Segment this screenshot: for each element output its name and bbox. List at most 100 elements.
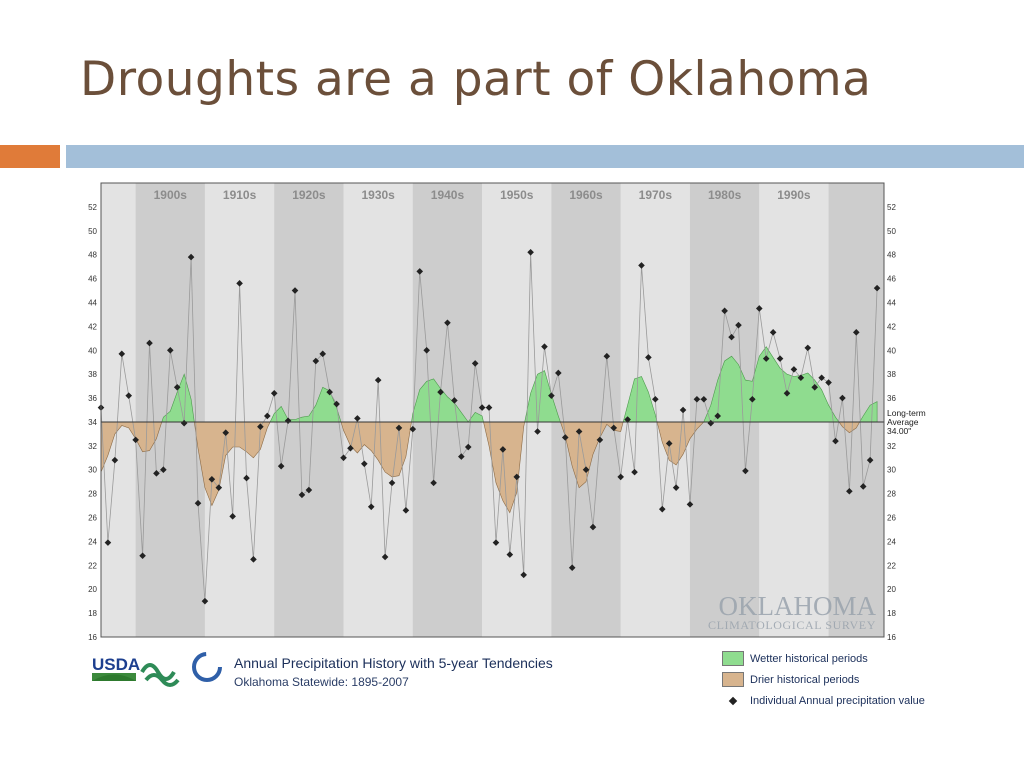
decade-label: 1940s: [431, 188, 465, 202]
annual-point: [797, 374, 805, 382]
y-tick-label-right: 22: [887, 561, 896, 570]
axes: 16 16 18 18 20 20 22 22 24 24 26 26 28 28 30 30 32 32 34 36…: [88, 182, 896, 642]
y-tick-label-right: 24: [887, 537, 896, 546]
dry-period-area: [193, 421, 271, 507]
legend: Wetter historical periods Drier historic…: [722, 648, 925, 711]
annual-point: [506, 551, 514, 558]
annual-point: [333, 400, 340, 408]
ocs-logo: OKLAHOMA CLIMATOLOGICAL SURVEY: [708, 591, 876, 632]
dry-swatch: [722, 672, 744, 687]
annual-point: [783, 389, 791, 397]
annual-point: [430, 479, 437, 487]
annual-point: [499, 446, 507, 453]
y-tick-label-right: 42: [887, 322, 896, 331]
annual-point: [728, 333, 735, 341]
y-tick-label-right: 44: [887, 298, 896, 307]
y-tick-label-left: 18: [88, 609, 97, 618]
y-tick-label-right: 38: [887, 370, 896, 379]
y-tick-label-right: 50: [887, 227, 896, 236]
annual-point: [451, 397, 458, 404]
y-tick-label-right: 36: [887, 394, 896, 403]
annual-point: [215, 484, 223, 491]
annual-point: [603, 352, 611, 360]
baseline-label-line2: Average: [887, 417, 919, 427]
annual-point: [852, 329, 860, 336]
y-tick-label-left: 48: [88, 251, 97, 260]
annual-point: [284, 417, 292, 425]
y-tick-label-left: 20: [88, 585, 97, 594]
annual-point: [125, 392, 133, 399]
annual-point: [485, 404, 493, 411]
annual-point: [243, 474, 250, 482]
annual-point: [645, 354, 652, 361]
ocs-logo-subtitle: CLIMATOLOGICAL SURVEY: [708, 618, 876, 632]
annual-point: [409, 425, 417, 433]
y-tick-label-left: 34: [88, 418, 97, 427]
annual-point: [236, 280, 243, 287]
decade-label: 1900s: [154, 188, 188, 202]
y-tick-label-right: 30: [887, 466, 896, 475]
y-tick-label-left: 42: [88, 322, 97, 331]
legend-item-wet: Wetter historical periods: [722, 648, 925, 669]
annual-point: [762, 355, 770, 362]
annual-point: [652, 395, 659, 403]
annual-point: [610, 424, 618, 432]
annual-point: [832, 437, 839, 445]
annual-point: [395, 424, 403, 432]
annual-point: [291, 287, 299, 294]
annual-point: [714, 412, 721, 420]
y-tick-label-left: 46: [88, 275, 97, 284]
wet-period-area: [524, 370, 561, 423]
annual-point: [520, 571, 527, 579]
annual-point: [658, 505, 666, 513]
decade-label: 1950s: [500, 188, 534, 202]
annual-point: [859, 483, 867, 490]
annual-point: [423, 346, 430, 354]
annual-point: [541, 343, 548, 350]
decade-label: 1910s: [223, 188, 257, 202]
wet-period-area: [269, 386, 342, 423]
wet-swatch: [722, 651, 744, 666]
annual-point: [229, 513, 236, 520]
baseline-label-value: 34.00": [887, 426, 911, 436]
annual-point: [305, 486, 313, 494]
annual-point: [790, 366, 798, 373]
decade-label: 1980s: [708, 188, 742, 202]
chart-title: Annual Precipitation History with 5-year…: [234, 655, 553, 671]
annual-point: [277, 462, 285, 470]
annual-point: [381, 553, 389, 561]
annual-point: [513, 473, 521, 481]
annual-point: [811, 384, 819, 391]
usda-logo: USDA: [92, 655, 140, 681]
annual-point: [742, 467, 749, 475]
annual-point: [631, 468, 638, 476]
annual-point: [361, 460, 368, 468]
annual-point: [194, 499, 202, 507]
annual-point: [367, 503, 375, 511]
annual-point: [679, 406, 687, 414]
y-tick-label-right: 32: [887, 442, 896, 451]
annual-point: [582, 466, 590, 474]
annual-point: [319, 350, 327, 358]
y-tick-label-right: 20: [887, 585, 896, 594]
annual-point: [575, 428, 583, 435]
y-tick-label-left: 52: [88, 203, 97, 212]
annual-point: [374, 376, 382, 384]
y-tick-label-right: 46: [887, 275, 896, 284]
decade-label: 1990s: [777, 188, 811, 202]
annual-point: [222, 429, 230, 436]
annual-point: [846, 487, 853, 495]
annual-point: [478, 404, 486, 411]
decade-band: [551, 183, 621, 637]
annual-point: [416, 268, 424, 275]
annual-point: [707, 419, 715, 427]
swirl-logo: [192, 652, 222, 682]
annual-point: [769, 329, 777, 336]
annual-point: [749, 395, 756, 403]
annual-point: [534, 428, 541, 435]
annual-point: [700, 395, 708, 403]
usda-logo-field-icon: [92, 674, 136, 681]
y-tick-label-left: 22: [88, 561, 97, 570]
annual-point: [825, 379, 832, 386]
